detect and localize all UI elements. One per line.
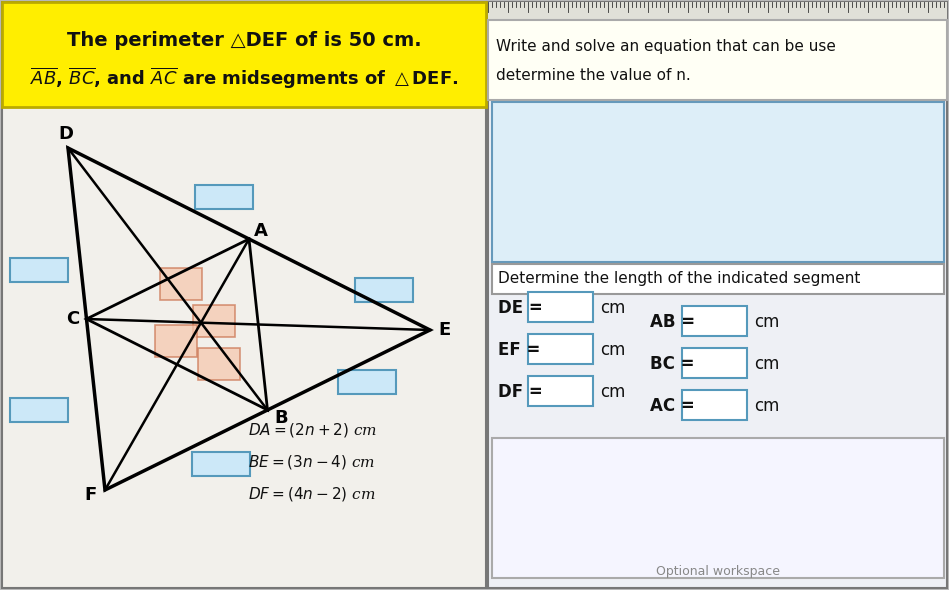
Text: DF =: DF = [498, 383, 543, 401]
Text: E: E [438, 321, 451, 339]
Text: cm: cm [600, 383, 625, 401]
Text: determine the value of n.: determine the value of n. [496, 67, 691, 83]
Bar [193, 305, 235, 337]
Text: C: C [65, 310, 79, 328]
Bar [2, 2, 486, 588]
Text: cm: cm [754, 397, 779, 415]
Text: $DA = (2n + 2)$ cm: $DA = (2n + 2)$ cm [248, 421, 378, 439]
Bar [488, 2, 947, 588]
Text: F: F [84, 486, 97, 504]
Text: The perimeter △DEF of is 50 cm.: The perimeter △DEF of is 50 cm. [66, 31, 421, 50]
Text: B: B [274, 409, 288, 427]
Text: BC =: BC = [650, 355, 695, 373]
Bar [492, 264, 944, 294]
Text: cm: cm [754, 355, 779, 373]
Bar [10, 258, 68, 282]
Bar [682, 306, 747, 336]
Bar [528, 292, 593, 322]
Bar [528, 334, 593, 364]
Text: D: D [59, 125, 73, 143]
Bar [528, 376, 593, 406]
Text: Write and solve an equation that can be use: Write and solve an equation that can be … [496, 40, 836, 54]
Bar [192, 452, 250, 476]
Text: $BE = (3n - 4)$ cm: $BE = (3n - 4)$ cm [248, 453, 375, 471]
Bar [488, 2, 947, 20]
Text: cm: cm [754, 313, 779, 331]
Bar [10, 398, 68, 422]
Bar [682, 390, 747, 420]
Text: Optional workspace: Optional workspace [656, 565, 780, 579]
Bar [338, 370, 396, 394]
Text: AC =: AC = [650, 397, 695, 415]
Text: cm: cm [600, 299, 625, 317]
Bar [355, 278, 413, 302]
Text: $DF = (4n - 2)$ cm: $DF = (4n - 2)$ cm [248, 485, 376, 503]
Text: $\overline{AB}$, $\overline{BC}$, and $\overline{AC}$ are midsegments of $\trian: $\overline{AB}$, $\overline{BC}$, and $\… [29, 65, 458, 91]
Bar [2, 2, 486, 107]
Text: DE =: DE = [498, 299, 543, 317]
Bar [198, 348, 240, 380]
Text: EF =: EF = [498, 341, 540, 359]
Bar [160, 268, 202, 300]
Bar [488, 20, 947, 100]
Text: cm: cm [600, 341, 625, 359]
Text: A: A [254, 222, 268, 240]
Bar [682, 348, 747, 378]
Bar [155, 325, 197, 357]
Bar [492, 438, 944, 578]
Bar [195, 185, 253, 209]
Bar [492, 102, 944, 262]
Text: AB =: AB = [650, 313, 695, 331]
Text: Determine the length of the indicated segment: Determine the length of the indicated se… [498, 271, 861, 287]
